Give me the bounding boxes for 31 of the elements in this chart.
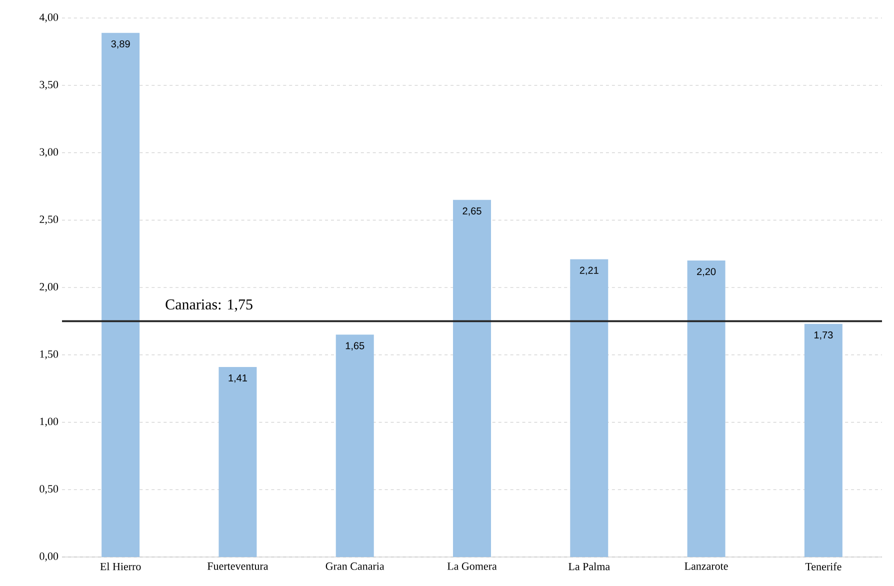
data-label: 2,20	[697, 268, 716, 276]
x-tick-label: Fuerteventura	[207, 562, 268, 570]
y-tick-label: 0,00	[40, 552, 58, 562]
bar	[336, 334, 374, 557]
y-tick-label: 4,00	[39, 13, 58, 22]
data-label: 2,21	[580, 266, 598, 275]
bar	[218, 367, 257, 557]
x-tick-label: El Hierro	[100, 562, 141, 570]
y-tick-label: 1,50	[40, 350, 58, 360]
data-label: 3,89	[111, 40, 130, 49]
x-tick-label: Gran Canaria	[326, 562, 384, 570]
ref-line-label: Canarias: 1,75	[166, 299, 252, 312]
y-tick-label: 2,50	[40, 216, 58, 225]
bar	[687, 260, 726, 557]
y-tick-label: 0,50	[40, 485, 58, 494]
data-label: 2,65	[462, 207, 482, 216]
y-tick-label: 2,00	[40, 283, 58, 292]
bar	[804, 324, 842, 557]
bar	[102, 32, 140, 557]
y-tick-label: 3,50	[40, 80, 58, 90]
x-tick-label: La Gomera	[447, 562, 497, 570]
data-label: 1,41	[228, 374, 247, 383]
x-tick-label: La Palma	[568, 562, 610, 570]
data-label: 1,65	[346, 342, 364, 350]
bar	[453, 200, 492, 557]
x-tick-label: Lanzarote	[684, 562, 728, 570]
x-tick-label: Tenerife	[805, 562, 842, 570]
bar	[570, 259, 608, 557]
y-tick-label: 3,00	[40, 148, 58, 158]
data-label: 1,73	[814, 331, 833, 340]
y-tick-label: 1,00	[40, 418, 58, 427]
